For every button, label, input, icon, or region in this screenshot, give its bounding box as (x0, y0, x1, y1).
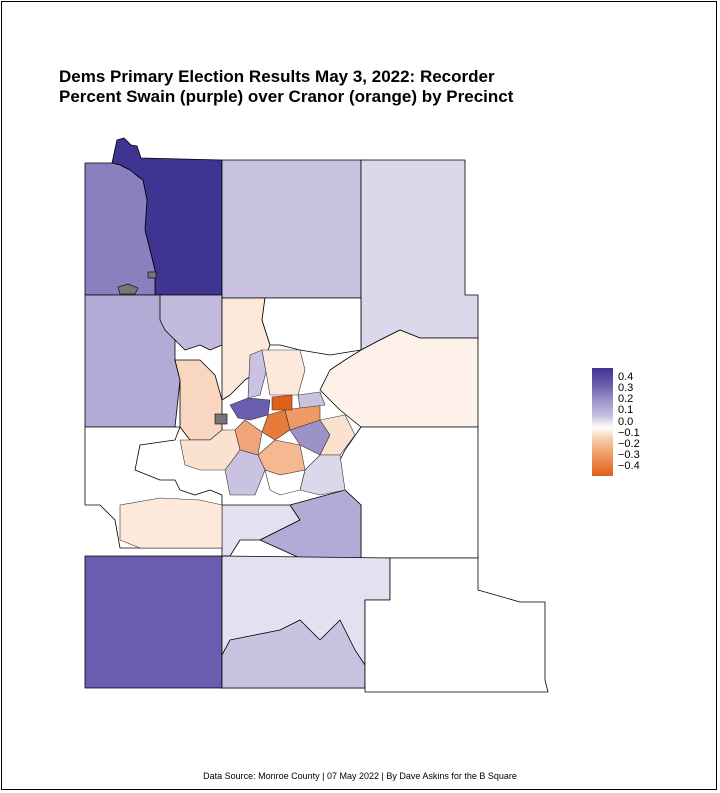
precinct-urban-pale-a (261, 349, 306, 396)
precinct-north-mid-white (261, 297, 362, 356)
legend-label: −0.3 (618, 449, 640, 461)
precinct-urban-pale-c (179, 429, 241, 471)
title-line-2: Percent Swain (purple) over Cranor (oran… (59, 87, 514, 106)
legend-label: −0.2 (618, 438, 640, 450)
precinct-urban-purple-west (229, 397, 271, 421)
precinct-urban-purple-ne (297, 391, 326, 409)
legend-label: 0.4 (618, 371, 634, 383)
legend-colorbar (592, 368, 613, 476)
precinct-south-pale-lavender (221, 619, 366, 689)
precinct-urban-purple-se (299, 454, 346, 496)
precinct-south-east (364, 557, 549, 693)
data-source-caption: Data Source: Monroe County | 07 May 2022… (203, 771, 517, 781)
precinct-west-center-orange (174, 359, 223, 441)
legend-label: 0.0 (618, 416, 634, 428)
chart-title: Dems Primary Election Results May 3, 202… (59, 67, 513, 107)
precinct-urban-purple-north (247, 349, 267, 399)
legend-label: 0.3 (618, 382, 634, 394)
precinct-urban-white-s (264, 469, 306, 496)
precinct-no-data-3 (214, 413, 228, 425)
precinct-northeast (360, 159, 479, 351)
legend-label: 0.2 (618, 393, 634, 405)
legend-label: −0.4 (618, 460, 640, 472)
precinct-no-data-2 (117, 283, 139, 295)
legend-label: −0.1 (618, 427, 640, 439)
legend-label: 0.1 (618, 404, 634, 416)
precinct-north-center (221, 159, 362, 299)
precinct-urban-orange-1 (261, 409, 291, 441)
precinct-south-west (84, 555, 223, 689)
title-line-1: Dems Primary Election Results May 3, 202… (59, 67, 495, 86)
precinct-no-data-1 (147, 271, 157, 279)
precinct-urban-pale-d (119, 497, 223, 549)
precinct-urban-orange-deep (271, 394, 293, 411)
